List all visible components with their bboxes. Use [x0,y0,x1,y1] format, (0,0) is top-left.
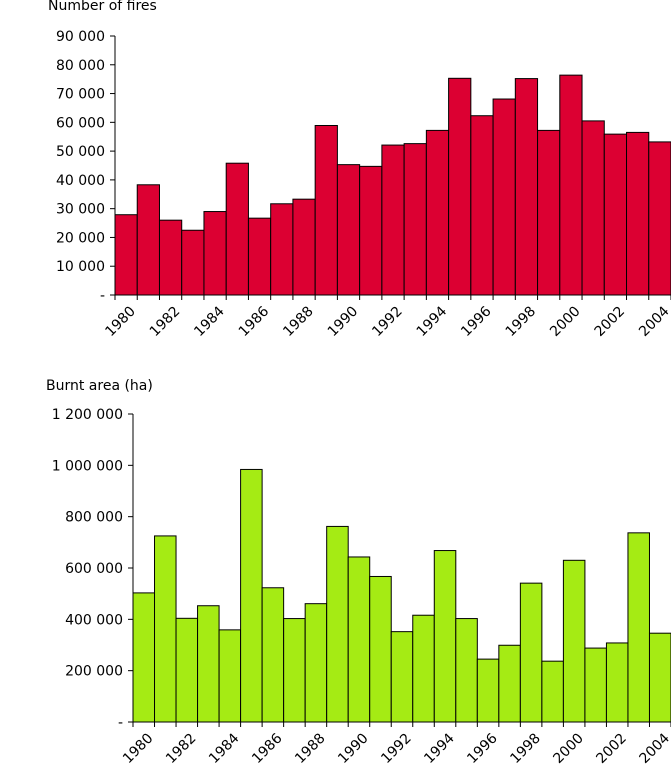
fires-bar-1994 [425,129,450,296]
fires-bar-1992 [381,144,405,296]
fires-x-tick-label: 1996 [458,303,495,340]
fires-bar-1987 [270,203,294,296]
burnt-area-x-tick-label: 2002 [593,730,630,767]
fires-x-tick-label: 1994 [414,303,451,340]
burnt-area-bar-1988 [304,603,328,723]
burnt-area-bar-2003 [627,532,650,723]
fires-bar-chart: - 10 000 20 000 30 000 40 000 50 000 60 000 70 … [56,29,671,340]
fires-y-tick-label: 10 000 [56,259,105,275]
burnt-area-bar-1981 [154,535,177,723]
fires-bar-2002 [603,133,628,296]
fires-bar-1998 [514,78,539,296]
fires-x-tick-label: 1992 [369,303,406,340]
burnt-area-y-tick-label: 200 000 [65,664,123,680]
burnt-area-bar-1995 [455,618,478,723]
burnt-area-x-tick-label: 1990 [335,730,372,767]
burnt-area-bar-1982 [175,617,199,723]
burnt-area-bar-1992 [390,631,414,723]
fires-bar-1995 [448,77,472,296]
burnt-area-bar-1985 [240,468,263,723]
fires-bar-1999 [537,129,561,296]
fires-bar-1991 [359,165,383,296]
burnt-area-bar-1984 [218,629,242,723]
burnt-area-x-tick-label: 2000 [550,730,587,767]
burnt-area-bar-1997 [498,644,521,723]
burnt-area-bar-2004 [648,632,671,723]
burnt-area-bar-1998 [519,582,543,723]
fires-y-tick-label: 90 000 [56,29,105,45]
fires-x-tick-label: 1980 [102,303,139,340]
fires-bar-2000 [559,74,583,296]
burnt-area-bar-1980 [132,592,156,723]
fires-bar-1996 [470,115,494,296]
burnt-area-bar-1993 [412,614,435,723]
fires-bar-1990 [336,164,361,296]
fires-x-tick-label: 2004 [636,303,671,340]
fires-bar-1980 [114,214,138,296]
burnt-area-bar-2001 [584,647,607,723]
burnt-area-x-tick-label: 1986 [249,730,286,767]
fires-bar-1982 [158,219,183,296]
fires-bar-1986 [247,217,272,296]
burnt-area-y-tick-label: - [118,715,123,731]
fires-y-tick-label: 30 000 [56,202,105,218]
burnt-area-bar-2002 [605,642,629,723]
fires-x-tick-label: 1986 [236,303,273,340]
fires-x-tick-label: 2002 [592,303,629,340]
fires-bar-1981 [136,184,160,296]
fires-bar-1984 [203,211,227,296]
fires-bar-1989 [314,124,338,296]
burnt-area-bar-1994 [433,550,457,723]
burnt-area-x-tick-label: 1982 [163,730,200,767]
fires-y-tick-label: 80 000 [56,58,105,74]
burnt-area-x-tick-label: 1992 [378,730,415,767]
fires-bar-1983 [181,229,205,296]
burnt-area-x-tick-label: 1996 [464,730,501,767]
fires-x-tick-label: 1988 [280,303,317,340]
fires-y-tick-label: 60 000 [56,115,105,131]
burnt-area-x-tick-label: 1988 [292,730,329,767]
fires-bar-1997 [492,98,516,296]
chart2-ylabel: Burnt area (ha) [46,378,153,394]
burnt-area-x-tick-label: 1994 [421,730,458,767]
burnt-area-y-tick-label: 600 000 [65,561,123,577]
fires-y-tick-label: 50 000 [56,144,105,160]
burnt-area-bar-2000 [562,559,586,723]
burnt-area-y-tick-label: 800 000 [65,510,123,526]
burnt-area-x-tick-label: 1984 [206,730,243,767]
burnt-area-bar-1996 [476,658,500,723]
burnt-area-bar-1986 [261,587,285,723]
burnt-area-y-tick-label: 1 000 000 [52,458,123,474]
fires-y-tick-label: 20 000 [56,230,105,246]
fires-x-tick-label: 1984 [191,303,228,340]
burnt-area-bar-1990 [347,556,371,723]
fires-bar-1993 [403,143,427,296]
burnt-area-bar-1991 [369,575,392,723]
burnt-area-bar-1987 [283,618,306,723]
burnt-area-x-tick-label: 2004 [636,730,671,767]
burnt-area-y-tick-label: 400 000 [65,612,123,628]
burnt-area-y-tick-label: 1 200 000 [52,407,123,423]
fires-bar-1985 [225,162,249,296]
burnt-area-x-tick-label: 1998 [507,730,544,767]
fires-x-tick-label: 1998 [503,303,540,340]
burnt-area-bar-1983 [197,605,220,723]
fires-bar-2001 [581,120,605,296]
chart1-ylabel: Number of fires [48,0,157,14]
burnt-area-x-tick-label: 1980 [120,730,157,767]
burnt-area-bar-1989 [326,525,349,723]
fires-bar-1988 [292,198,316,296]
fires-y-tick-label: 40 000 [56,173,105,189]
fires-x-tick-label: 1990 [325,303,362,340]
fires-bar-2004 [648,141,671,296]
fires-y-tick-label: 70 000 [56,87,105,103]
burnt-area-bar-1999 [541,660,564,723]
fires-x-tick-label: 1982 [147,303,184,340]
fires-bar-2003 [626,131,650,296]
fires-y-tick-label: - [100,288,105,304]
fires-x-tick-label: 2000 [547,303,584,340]
